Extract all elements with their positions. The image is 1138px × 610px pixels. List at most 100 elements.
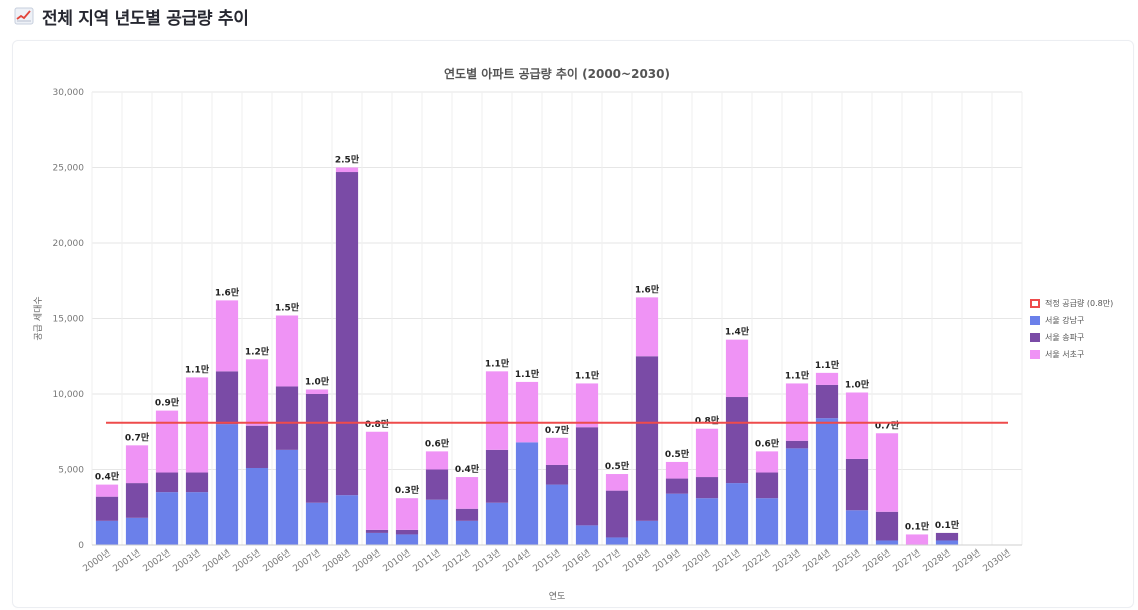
bar-seocho bbox=[515, 381, 539, 443]
bar-seocho bbox=[635, 297, 659, 357]
bar-gangnam bbox=[95, 520, 119, 545]
legend-label-songpa: 서울 송파구 bbox=[1045, 333, 1085, 342]
bar-gangnam bbox=[935, 540, 959, 545]
legend-swatch-songpa bbox=[1030, 333, 1040, 342]
bar-gangnam bbox=[275, 449, 299, 545]
bar-seocho bbox=[815, 372, 839, 385]
x-tick-label: 2003년 bbox=[171, 547, 203, 574]
bar-seocho bbox=[305, 389, 329, 394]
y-tick-label: 10,000 bbox=[53, 390, 85, 400]
x-tick-label: 2002년 bbox=[141, 547, 173, 574]
bar-seocho bbox=[545, 437, 569, 465]
x-tick-label: 2029년 bbox=[951, 547, 983, 574]
bar-gangnam bbox=[335, 495, 359, 545]
bar-seocho bbox=[725, 339, 749, 398]
x-tick-label: 2012년 bbox=[441, 547, 473, 574]
legend-item-songpa[interactable]: 서울 송파구 bbox=[1030, 332, 1113, 343]
x-tick-label: 2016년 bbox=[561, 547, 593, 574]
bar-seocho bbox=[365, 431, 389, 530]
bar-seocho bbox=[395, 498, 419, 530]
bar-songpa bbox=[695, 477, 719, 499]
bar-seocho bbox=[245, 359, 269, 426]
bar-songpa bbox=[245, 425, 269, 468]
bar-gangnam bbox=[155, 492, 179, 545]
x-tick-label: 2000년 bbox=[81, 547, 113, 574]
bar-songpa bbox=[845, 458, 869, 511]
y-tick-label: 25,000 bbox=[53, 164, 85, 174]
bar-total-label: 1.1만 bbox=[785, 369, 810, 381]
bar-seocho bbox=[875, 433, 899, 512]
legend-swatch-gangnam bbox=[1030, 316, 1040, 325]
legend-swatch-threshold bbox=[1030, 299, 1040, 308]
bar-total-label: 1.1만 bbox=[815, 359, 840, 371]
bar-seocho bbox=[455, 477, 479, 509]
bar-seocho bbox=[185, 377, 209, 473]
bar-gangnam bbox=[455, 520, 479, 545]
bar-seocho bbox=[905, 534, 929, 545]
x-tick-label: 2004년 bbox=[201, 547, 233, 574]
bar-songpa bbox=[485, 449, 509, 503]
bar-total-label: 0.5만 bbox=[665, 448, 690, 460]
bar-gangnam bbox=[245, 467, 269, 545]
x-axis-label: 연도 bbox=[549, 591, 566, 602]
bar-total-label: 0.6만 bbox=[755, 437, 780, 449]
x-tick-label: 2013년 bbox=[471, 547, 503, 574]
x-tick-label: 2021년 bbox=[711, 547, 743, 574]
legend-item-seocho[interactable]: 서울 서초구 bbox=[1030, 349, 1113, 360]
chart-legend: 적정 공급량 (0.8만) 서울 강남구 서울 송파구 서울 서초구 bbox=[1030, 298, 1113, 360]
bar-total-label: 0.8만 bbox=[365, 418, 390, 430]
bar-total-label: 2.5만 bbox=[335, 154, 360, 166]
bar-total-label: 1.6만 bbox=[215, 286, 240, 298]
bar-songpa bbox=[815, 384, 839, 419]
x-tick-label: 2024년 bbox=[801, 547, 833, 574]
bar-total-label: 0.8만 bbox=[695, 415, 720, 427]
bar-songpa bbox=[155, 472, 179, 493]
legend-swatch-seocho bbox=[1030, 350, 1040, 359]
bar-gangnam bbox=[305, 502, 329, 545]
legend-item-threshold[interactable]: 적정 공급량 (0.8만) bbox=[1030, 298, 1113, 309]
x-tick-label: 2022년 bbox=[741, 547, 773, 574]
bar-gangnam bbox=[605, 537, 629, 545]
bar-songpa bbox=[305, 394, 329, 503]
bar-gangnam bbox=[365, 532, 389, 545]
bar-songpa bbox=[935, 532, 959, 541]
bar-total-label: 1.1만 bbox=[485, 357, 510, 369]
x-tick-label: 2019년 bbox=[651, 547, 683, 574]
bar-seocho bbox=[215, 300, 239, 372]
y-tick-label: 15,000 bbox=[53, 315, 85, 325]
bar-songpa bbox=[755, 472, 779, 499]
legend-label-gangnam: 서울 강남구 bbox=[1045, 316, 1085, 325]
x-tick-label: 2027년 bbox=[891, 547, 923, 574]
bar-gangnam bbox=[755, 498, 779, 545]
bar-total-label: 1.1만 bbox=[515, 368, 540, 380]
bar-gangnam bbox=[575, 525, 599, 545]
bar-gangnam bbox=[845, 510, 869, 545]
bar-total-label: 1.0만 bbox=[305, 375, 330, 387]
bar-seocho bbox=[335, 167, 359, 173]
x-tick-label: 2009년 bbox=[351, 547, 383, 574]
bar-gangnam bbox=[635, 520, 659, 545]
x-tick-label: 2018년 bbox=[621, 547, 653, 574]
bar-gangnam bbox=[395, 534, 419, 545]
bar-total-label: 0.3만 bbox=[395, 484, 420, 496]
bar-songpa bbox=[785, 440, 809, 449]
y-tick-label: 20,000 bbox=[53, 239, 85, 249]
x-tick-label: 2010년 bbox=[381, 547, 413, 574]
bar-songpa bbox=[725, 397, 749, 484]
bar-total-label: 0.4만 bbox=[455, 463, 480, 475]
bar-songpa bbox=[335, 172, 359, 496]
bar-songpa bbox=[95, 496, 119, 521]
x-tick-label: 2025년 bbox=[831, 547, 863, 574]
x-tick-label: 2017년 bbox=[591, 547, 623, 574]
bar-gangnam bbox=[215, 424, 239, 545]
bar-total-label: 1.6만 bbox=[635, 283, 660, 295]
bar-total-label: 0.7만 bbox=[125, 431, 150, 443]
bar-seocho bbox=[695, 428, 719, 478]
bar-total-label: 1.4만 bbox=[725, 326, 750, 338]
bar-gangnam bbox=[695, 498, 719, 545]
legend-item-gangnam[interactable]: 서울 강남구 bbox=[1030, 315, 1113, 326]
bar-total-label: 1.1만 bbox=[185, 363, 210, 375]
y-tick-label: 30,000 bbox=[53, 88, 85, 98]
bar-seocho bbox=[425, 451, 449, 470]
bar-songpa bbox=[125, 483, 149, 518]
